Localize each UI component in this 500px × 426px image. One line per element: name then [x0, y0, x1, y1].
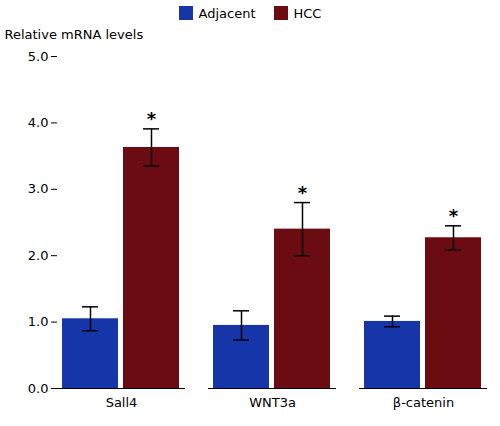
- svg-text:Sall4: Sall4: [106, 395, 138, 410]
- svg-text:*: *: [298, 182, 308, 203]
- svg-text:β-catenin: β-catenin: [393, 395, 454, 410]
- svg-text:*: *: [449, 205, 459, 226]
- svg-text:3.0: 3.0: [28, 181, 49, 196]
- svg-text:WNT3a: WNT3a: [249, 395, 296, 410]
- html-text:HCC: HCC: [293, 5, 322, 21]
- html-text:Adjacent: Adjacent: [198, 5, 256, 21]
- svg-text:4.0: 4.0: [28, 115, 49, 130]
- svg-text:*: *: [147, 108, 157, 129]
- svg-text:1.0: 1.0: [28, 314, 49, 329]
- svg-text:2.0: 2.0: [28, 248, 49, 263]
- svg-text:Relative mRNA levels: Relative mRNA levels: [5, 27, 144, 42]
- svg-text:0.0: 0.0: [28, 381, 49, 396]
- svg-text:5.0: 5.0: [28, 49, 49, 64]
